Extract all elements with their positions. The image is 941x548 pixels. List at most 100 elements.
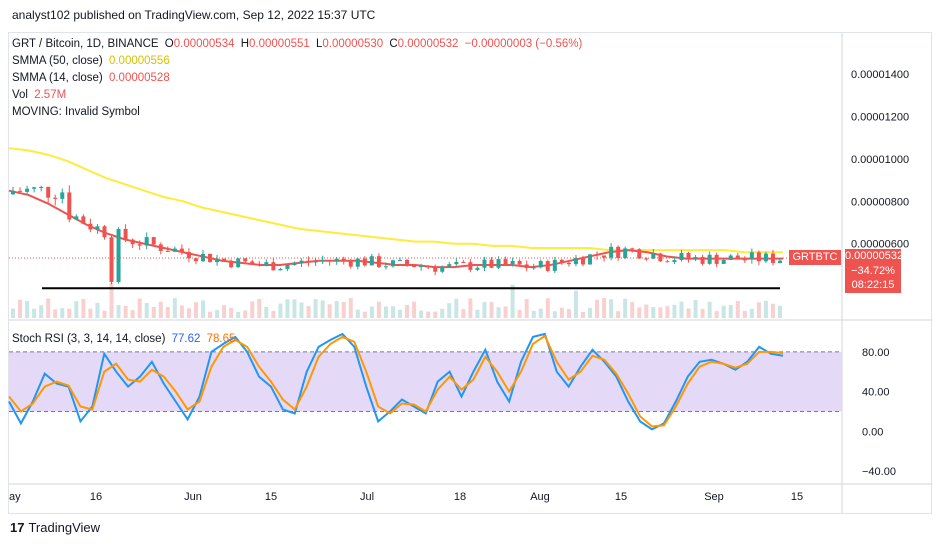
volume-bar <box>95 302 100 318</box>
candle-body <box>25 188 30 192</box>
chart-frame[interactable] <box>8 32 932 514</box>
last-price: 0.00000532 <box>845 250 904 262</box>
candle-body <box>88 223 93 230</box>
candle-body <box>545 261 550 271</box>
candle-body <box>735 255 740 260</box>
tradingview-logo[interactable]: 17 TradingView <box>10 520 100 535</box>
smma50-legend[interactable]: SMMA (50, close) 0.00000556 <box>12 55 173 67</box>
candle-body <box>123 228 128 240</box>
candle-body <box>130 239 135 245</box>
candle-body <box>257 264 262 266</box>
candle-body <box>158 244 163 251</box>
volume-bar <box>165 306 170 318</box>
volume-bar <box>468 298 473 318</box>
time-tick-label: ay <box>9 491 21 503</box>
candle-body <box>67 192 72 220</box>
candle-body <box>693 257 698 260</box>
volume-bar <box>313 299 318 318</box>
candle-body <box>433 267 438 272</box>
time-axis[interactable]: ay 16 Jun 15 Jul 18 Aug 15 Sep 15 <box>9 491 803 503</box>
volume-bar <box>489 302 494 318</box>
candle-body <box>320 260 325 262</box>
time-tick-label: 15 <box>265 491 277 503</box>
volume-bar <box>552 311 557 318</box>
symbol-legend[interactable]: GRT / Bitcoin, 1D, BINANCE O0.00000534 H… <box>12 38 585 50</box>
volume-bar <box>545 298 550 318</box>
low-label: L <box>315 38 323 50</box>
publish-line: analyst102 published on TradingView.com,… <box>12 8 376 22</box>
volume-bar <box>390 306 395 318</box>
volume-bar <box>609 299 614 318</box>
candle-body <box>144 237 149 246</box>
brand-name: TradingView <box>28 520 101 535</box>
candle-body <box>665 261 670 263</box>
candle-body <box>749 252 754 260</box>
candle-body <box>721 259 726 264</box>
symbol-title: GRT / Bitcoin, 1D, BINANCE <box>12 38 159 50</box>
volume-bar <box>369 306 374 318</box>
stoch-axis[interactable]: 80.00 40.00 0.00 −40.00 <box>862 347 896 478</box>
volume-bar <box>728 305 733 318</box>
volume-bar <box>440 308 445 318</box>
candle-body <box>454 261 459 265</box>
volume-bar <box>18 299 23 318</box>
smma50-label: SMMA (50, close) <box>12 55 103 67</box>
stoch-legend[interactable]: Stoch RSI (3, 3, 14, 14, close) 77.62 78… <box>12 333 238 345</box>
smma14-legend[interactable]: SMMA (14, close) 0.00000528 <box>12 72 173 84</box>
candle-body <box>236 258 241 268</box>
candle-body <box>313 261 318 263</box>
volume-bar <box>271 311 276 318</box>
volume-bar <box>496 307 501 318</box>
volume-bar <box>588 307 593 318</box>
candle-body <box>179 248 184 253</box>
volume-bar <box>454 298 459 318</box>
volume-bar <box>257 298 262 318</box>
candle-body <box>53 197 58 199</box>
candle-body <box>193 258 198 262</box>
volume-bar <box>278 303 283 318</box>
candle-body <box>341 258 346 261</box>
candle-body <box>32 187 37 189</box>
smma50-value: 0.00000556 <box>108 55 170 67</box>
moving-legend[interactable]: MOVING: Invalid Symbol <box>12 106 143 118</box>
bar-countdown: 08:22:15 <box>851 279 895 291</box>
volume-bar <box>770 303 775 318</box>
candle-body <box>327 260 332 262</box>
volume-bar <box>362 311 367 318</box>
candle-body <box>440 266 445 272</box>
candle-body <box>102 226 107 238</box>
volume-bar <box>193 302 198 318</box>
stoch-d-value: 78.65 <box>206 333 236 345</box>
volume-bar <box>130 310 135 318</box>
volume-bar <box>74 301 79 318</box>
price-axis[interactable]: 0.00001400 0.00001200 0.00001000 0.00000800… <box>851 69 909 251</box>
volume-bar <box>200 300 205 318</box>
volume-bar <box>651 307 656 318</box>
candle-body <box>559 259 564 263</box>
volume-bar <box>763 300 768 318</box>
volume-bar <box>116 305 121 318</box>
candle-body <box>742 259 747 261</box>
candle-body <box>81 216 86 224</box>
candle-body <box>426 266 431 268</box>
candle-body <box>770 253 775 264</box>
time-tick-label: 15 <box>791 491 803 503</box>
volume-legend[interactable]: Vol 2.57M <box>12 89 69 101</box>
smma50-path <box>8 147 783 254</box>
candle-body <box>524 264 529 269</box>
candle-body <box>700 257 705 264</box>
candle-body <box>229 260 234 268</box>
last-price-box: 0.00000532 −34.72% 08:22:15 <box>845 249 904 293</box>
volume-bar <box>53 309 58 318</box>
vol-value: 2.57M <box>34 89 67 101</box>
candle-body <box>186 252 191 259</box>
volume-bar <box>426 311 431 318</box>
candle-body <box>714 254 719 264</box>
volume-bar <box>616 311 621 318</box>
candle-body <box>116 228 121 282</box>
price-tick-label: 0.00000800 <box>851 196 909 208</box>
candle-body <box>630 248 635 250</box>
volume-bar <box>749 308 754 318</box>
candle-body <box>644 258 649 260</box>
